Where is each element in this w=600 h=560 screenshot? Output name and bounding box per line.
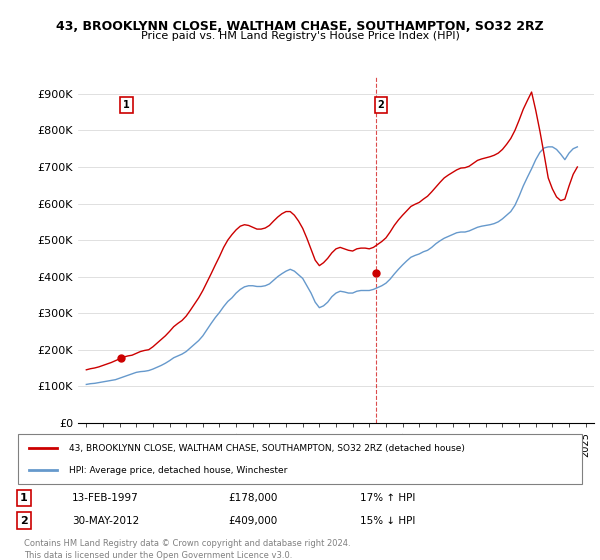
Text: This data is licensed under the Open Government Licence v3.0.: This data is licensed under the Open Gov… [24, 551, 292, 560]
FancyBboxPatch shape [18, 434, 582, 484]
Text: 43, BROOKLYNN CLOSE, WALTHAM CHASE, SOUTHAMPTON, SO32 2RZ (detached house): 43, BROOKLYNN CLOSE, WALTHAM CHASE, SOUT… [69, 444, 464, 452]
Text: 43, BROOKLYNN CLOSE, WALTHAM CHASE, SOUTHAMPTON, SO32 2RZ: 43, BROOKLYNN CLOSE, WALTHAM CHASE, SOUT… [56, 20, 544, 32]
Text: Contains HM Land Registry data © Crown copyright and database right 2024.: Contains HM Land Registry data © Crown c… [24, 539, 350, 548]
Text: 1: 1 [20, 493, 28, 503]
Text: £409,000: £409,000 [228, 516, 277, 526]
Text: 15% ↓ HPI: 15% ↓ HPI [360, 516, 415, 526]
Text: 30-MAY-2012: 30-MAY-2012 [72, 516, 139, 526]
Text: 13-FEB-1997: 13-FEB-1997 [72, 493, 139, 503]
Text: £178,000: £178,000 [228, 493, 277, 503]
Text: 2: 2 [378, 100, 385, 110]
Text: HPI: Average price, detached house, Winchester: HPI: Average price, detached house, Winc… [69, 466, 287, 475]
Text: Price paid vs. HM Land Registry's House Price Index (HPI): Price paid vs. HM Land Registry's House … [140, 31, 460, 41]
Text: 17% ↑ HPI: 17% ↑ HPI [360, 493, 415, 503]
Text: 1: 1 [123, 100, 130, 110]
Text: 2: 2 [20, 516, 28, 526]
